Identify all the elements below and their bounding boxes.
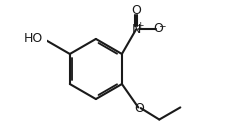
Text: O: O — [131, 4, 141, 17]
Text: HO: HO — [23, 32, 42, 45]
Text: N: N — [131, 23, 140, 36]
Text: O: O — [133, 102, 143, 115]
Text: +: + — [136, 21, 143, 30]
Text: O: O — [153, 22, 162, 35]
Text: −: − — [157, 21, 165, 30]
